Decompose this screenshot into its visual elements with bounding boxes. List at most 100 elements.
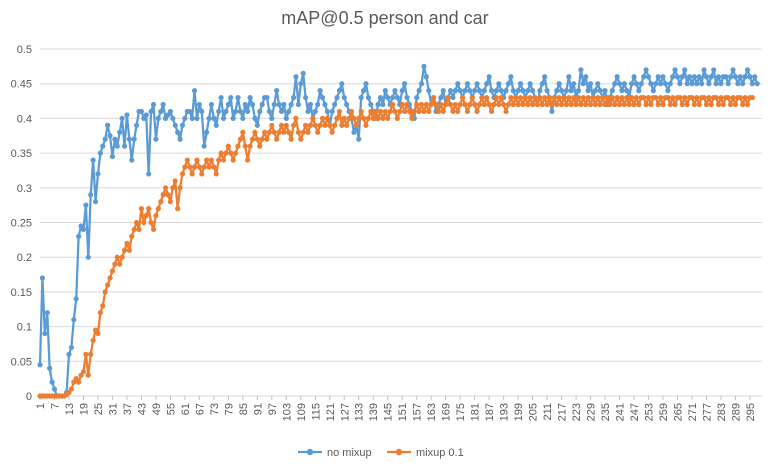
data-point xyxy=(667,81,673,87)
data-point xyxy=(571,81,577,87)
data-point xyxy=(105,122,111,128)
data-point xyxy=(351,129,357,135)
data-point xyxy=(723,74,729,80)
data-point xyxy=(344,101,350,108)
data-point xyxy=(107,275,113,281)
data-point xyxy=(472,88,478,94)
data-point xyxy=(657,81,664,87)
data-point xyxy=(537,94,543,101)
data-point xyxy=(329,108,335,115)
data-point xyxy=(575,94,582,101)
legend: no mixup mixup 0.1 xyxy=(298,447,464,459)
data-point xyxy=(211,115,217,121)
data-point xyxy=(590,94,596,101)
data-point xyxy=(295,129,301,135)
data-point xyxy=(747,74,753,80)
data-point xyxy=(462,101,468,108)
data-point xyxy=(223,150,229,156)
data-point xyxy=(636,88,642,94)
data-point xyxy=(595,94,601,101)
data-point xyxy=(530,101,536,108)
data-point xyxy=(624,88,630,94)
data-point xyxy=(699,81,705,87)
data-point xyxy=(629,94,635,101)
data-point xyxy=(119,254,125,260)
data-point xyxy=(114,143,120,149)
data-point xyxy=(481,101,487,108)
data-point xyxy=(47,365,53,371)
x-tick-label: 73 xyxy=(209,403,221,415)
data-point xyxy=(88,192,94,198)
data-point xyxy=(691,74,697,80)
data-point xyxy=(740,101,746,108)
data-point xyxy=(476,88,483,94)
data-point xyxy=(100,143,106,149)
data-point xyxy=(530,88,536,94)
y-tick-label: 0.4 xyxy=(17,113,32,125)
data-point xyxy=(447,88,454,94)
x-tick-label: 271 xyxy=(687,403,699,421)
data-point xyxy=(737,94,743,101)
data-point xyxy=(742,74,748,80)
data-point xyxy=(322,101,328,108)
data-point xyxy=(426,108,432,115)
data-point xyxy=(339,81,345,87)
data-point xyxy=(322,122,328,128)
data-point xyxy=(259,136,265,142)
data-point xyxy=(583,74,589,80)
data-point xyxy=(310,115,316,121)
data-point xyxy=(491,101,497,108)
data-point xyxy=(295,101,301,108)
data-point xyxy=(706,94,712,101)
data-point xyxy=(133,219,140,226)
data-point xyxy=(672,67,678,73)
data-point xyxy=(218,94,224,101)
data-point xyxy=(252,129,258,135)
data-point xyxy=(621,101,627,108)
data-point xyxy=(356,115,362,121)
data-point xyxy=(187,108,193,115)
data-point xyxy=(600,94,606,101)
data-point xyxy=(740,81,746,87)
data-point xyxy=(602,101,608,108)
data-point xyxy=(73,296,79,302)
data-point xyxy=(484,81,490,87)
data-point xyxy=(298,136,304,142)
data-point xyxy=(660,74,666,80)
data-point xyxy=(254,136,260,142)
data-point xyxy=(544,88,550,94)
data-point xyxy=(674,74,681,80)
data-point xyxy=(513,94,519,101)
data-point xyxy=(189,115,195,121)
data-point xyxy=(182,164,188,170)
data-point xyxy=(667,101,673,108)
y-tick-label: 0.5 xyxy=(17,44,32,56)
data-point xyxy=(742,94,748,101)
data-point xyxy=(614,74,620,80)
data-point xyxy=(150,101,157,108)
data-point xyxy=(117,129,123,135)
data-point xyxy=(348,108,355,115)
data-point xyxy=(689,81,695,87)
data-point xyxy=(394,115,400,121)
x-tick-label: 157 xyxy=(412,403,424,421)
data-point xyxy=(684,101,690,108)
x-tick-label: 217 xyxy=(557,403,569,421)
data-point xyxy=(303,122,309,128)
data-point xyxy=(216,108,222,115)
data-point xyxy=(394,94,400,101)
data-point xyxy=(472,101,478,108)
data-point xyxy=(196,164,202,170)
data-point xyxy=(585,88,591,94)
data-point xyxy=(42,330,48,337)
data-point xyxy=(249,101,256,108)
data-point xyxy=(191,88,198,94)
data-point xyxy=(510,88,516,94)
x-tick-label: 115 xyxy=(310,403,322,421)
data-point xyxy=(204,157,210,163)
data-point xyxy=(546,94,553,101)
x-tick-label: 37 xyxy=(122,403,134,415)
data-point xyxy=(281,129,287,135)
data-point xyxy=(411,108,417,115)
data-point xyxy=(213,171,219,177)
